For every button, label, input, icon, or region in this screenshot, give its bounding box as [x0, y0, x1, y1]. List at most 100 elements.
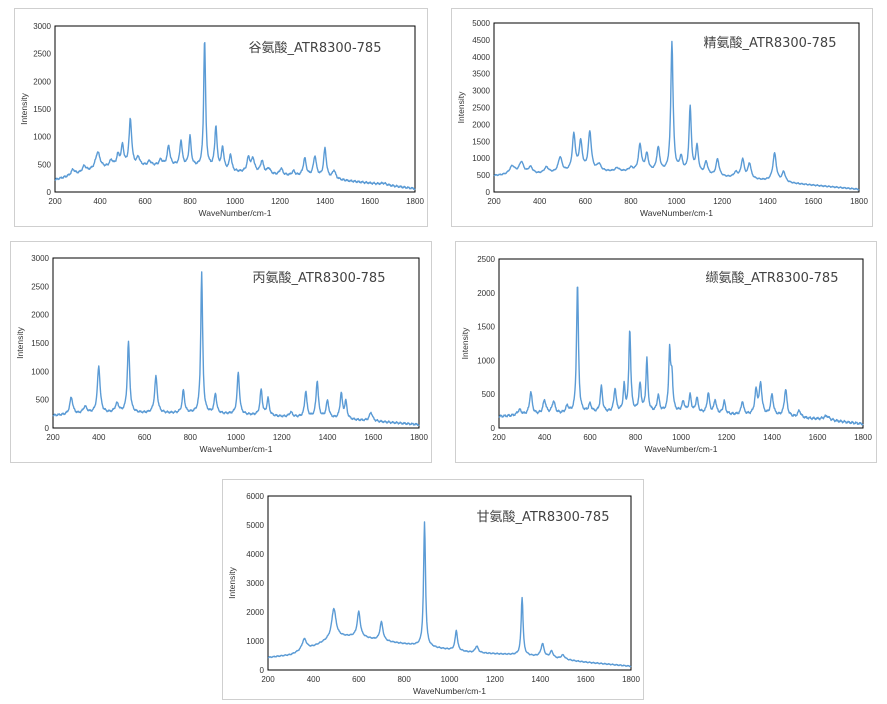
x-tick-label: 1800: [850, 197, 868, 206]
plot-area: [54, 25, 416, 193]
y-tick-label: 3000: [472, 87, 490, 96]
x-tick-label: 200: [487, 197, 501, 206]
chart-title: 缬氨酸_ATR8300-785: [706, 271, 839, 286]
x-tick-label: 1000: [441, 675, 459, 684]
y-tick-label: 500: [36, 396, 50, 405]
x-tick-label: 1000: [668, 197, 686, 206]
x-axis-label: WaveNumber/cm-1: [640, 208, 713, 218]
y-tick-label: 1500: [477, 323, 495, 332]
y-tick-label: 4500: [472, 36, 490, 45]
spectrum-series-line: [267, 521, 632, 668]
x-tick-label: 1800: [406, 197, 424, 206]
chart-panel-glutamic: 200 400 600 800 1000 1200 1400 1600 1800 0 500 1000…: [14, 8, 428, 227]
x-tick-label: 400: [538, 433, 552, 442]
chart-title: 丙氨酸_ATR8300-785: [253, 271, 386, 286]
y-axis-label: Intensity: [460, 327, 470, 359]
y-tick-label: 0: [260, 666, 265, 675]
x-tick-label: 1400: [316, 197, 334, 206]
x-tick-label: 1000: [227, 433, 245, 442]
y-tick-label: 2000: [31, 311, 49, 320]
x-tick-label: 1400: [759, 197, 777, 206]
x-axis-label: WaveNumber/cm-1: [200, 444, 273, 454]
x-tick-label: 600: [138, 433, 152, 442]
y-tick-label: 1000: [472, 154, 490, 163]
y-axis-label: Intensity: [227, 566, 237, 598]
x-tick-label: 1000: [672, 433, 690, 442]
x-tick-label: 800: [184, 433, 198, 442]
y-tick-label: 2500: [33, 50, 51, 59]
x-tick-label: 800: [183, 197, 197, 206]
y-tick-label: 500: [482, 390, 496, 399]
x-tick-label: 1200: [718, 433, 736, 442]
y-tick-label: 0: [486, 188, 491, 197]
x-tick-label: 800: [397, 675, 411, 684]
y-tick-label: 1500: [472, 137, 490, 146]
x-axis-label: WaveNumber/cm-1: [413, 686, 486, 696]
chart-glycine: 200 400 600 800 1000 1200 1400 1600 1800 0 1000 200…: [227, 492, 640, 696]
chart-title: 谷氨酸_ATR8300-785: [249, 41, 382, 56]
x-tick-label: 600: [352, 675, 366, 684]
y-tick-label: 1500: [33, 105, 51, 114]
x-tick-label: 800: [629, 433, 643, 442]
x-tick-label: 1000: [226, 197, 244, 206]
x-tick-label: 400: [533, 197, 547, 206]
x-tick-label: 400: [92, 433, 106, 442]
x-tick-label: 1600: [577, 675, 595, 684]
y-tick-label: 1000: [31, 367, 49, 376]
plot-area: [493, 22, 860, 193]
chart-panel-arginine: 200 400 600 800 1000 1200 1400 1600 1800 0 500 1000…: [451, 8, 873, 227]
y-tick-label: 1000: [33, 133, 51, 142]
y-tick-label: 500: [38, 160, 52, 169]
x-tick-label: 1400: [763, 433, 781, 442]
x-tick-label: 1600: [361, 197, 379, 206]
x-tick-label: 1800: [854, 433, 872, 442]
x-tick-label: 1200: [486, 675, 504, 684]
chart-panel-glycine: 200 400 600 800 1000 1200 1400 1600 1800 0 1000 200…: [222, 479, 644, 700]
x-tick-label: 800: [624, 197, 638, 206]
y-tick-label: 2000: [472, 120, 490, 129]
y-tick-label: 2500: [477, 255, 495, 264]
spectrum-series-line: [54, 42, 416, 190]
y-tick-label: 0: [47, 188, 52, 197]
y-tick-label: 3000: [246, 579, 264, 588]
plot-area: [267, 495, 632, 671]
y-tick-label: 3000: [31, 254, 49, 263]
y-tick-label: 3500: [472, 70, 490, 79]
x-tick-label: 600: [138, 197, 152, 206]
x-tick-label: 1200: [271, 197, 289, 206]
x-tick-label: 1600: [804, 197, 822, 206]
y-tick-label: 0: [491, 424, 496, 433]
spectrum-series-line: [52, 271, 420, 426]
y-tick-label: 1000: [246, 637, 264, 646]
x-tick-label: 200: [492, 433, 506, 442]
y-tick-label: 1000: [477, 356, 495, 365]
x-tick-label: 200: [48, 197, 62, 206]
x-tick-label: 1400: [319, 433, 337, 442]
y-tick-label: 2500: [472, 104, 490, 113]
chart-glutamic: 200 400 600 800 1000 1200 1400 1600 1800 0 500 1000…: [19, 22, 424, 218]
x-tick-label: 1600: [809, 433, 827, 442]
chart-arginine: 200 400 600 800 1000 1200 1400 1600 1800 0 500 1000…: [456, 19, 868, 218]
y-tick-label: 6000: [246, 492, 264, 501]
x-tick-label: 600: [583, 433, 597, 442]
chart-title: 甘氨酸_ATR8300-785: [477, 510, 610, 525]
chart-valine: 200 400 600 800 1000 1200 1400 1600 1800 0 500 1000…: [460, 255, 872, 454]
chart-panel-alanine: 200 400 600 800 1000 1200 1400 1600 1800 0 500 1000…: [10, 241, 432, 463]
y-tick-label: 2500: [31, 282, 49, 291]
plot-area: [498, 258, 864, 429]
y-tick-label: 2000: [33, 77, 51, 86]
y-tick-label: 1500: [31, 339, 49, 348]
y-tick-label: 4000: [246, 550, 264, 559]
y-tick-label: 500: [477, 171, 491, 180]
y-tick-label: 4000: [472, 53, 490, 62]
x-axis-label: WaveNumber/cm-1: [199, 208, 272, 218]
x-tick-label: 1600: [364, 433, 382, 442]
y-tick-label: 0: [45, 424, 50, 433]
y-axis-label: Intensity: [15, 326, 25, 358]
spectrum-series-line: [493, 40, 860, 191]
x-axis-label: WaveNumber/cm-1: [645, 444, 718, 454]
y-tick-label: 5000: [246, 521, 264, 530]
chart-title: 精氨酸_ATR8300-785: [704, 36, 837, 51]
y-axis-label: Intensity: [456, 91, 466, 123]
x-tick-label: 200: [46, 433, 60, 442]
